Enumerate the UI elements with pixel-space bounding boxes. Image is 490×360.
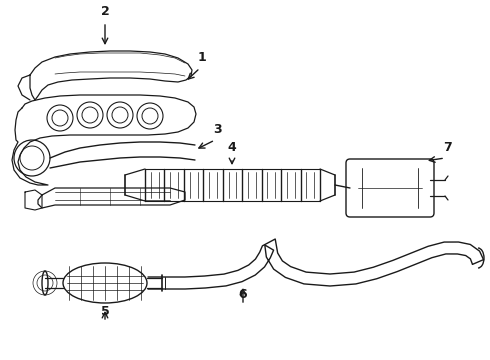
- Text: 7: 7: [442, 141, 451, 154]
- Text: 1: 1: [197, 51, 206, 64]
- Text: 4: 4: [228, 141, 236, 154]
- Text: 5: 5: [100, 305, 109, 318]
- Text: 6: 6: [239, 288, 247, 301]
- Text: 2: 2: [100, 5, 109, 18]
- Text: 3: 3: [213, 123, 221, 136]
- FancyBboxPatch shape: [346, 159, 434, 217]
